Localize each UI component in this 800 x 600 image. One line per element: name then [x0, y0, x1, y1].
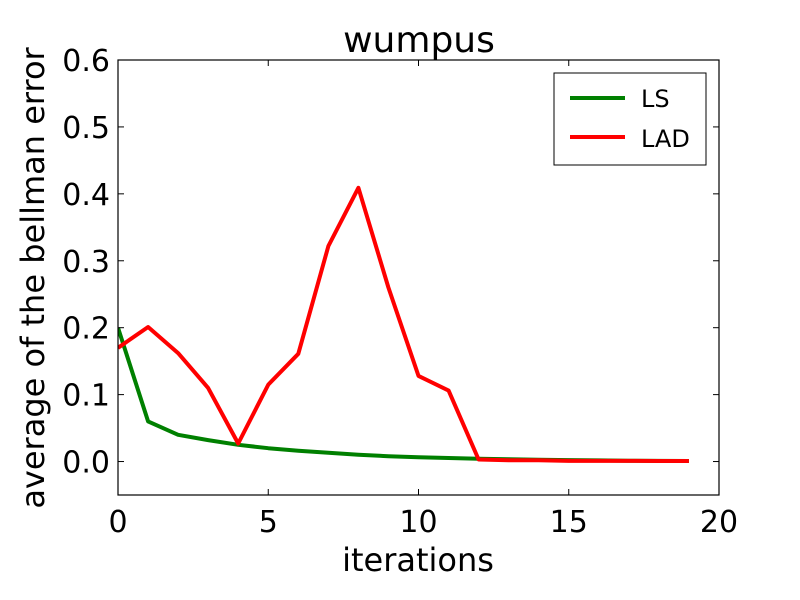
- y-tick-label: 0.1: [62, 379, 110, 414]
- y-tick-label: 0.0: [62, 446, 110, 481]
- series-line-ls: [118, 327, 689, 463]
- chart-title: wumpus: [343, 20, 495, 61]
- x-tick-label: 5: [259, 505, 278, 540]
- y-tick-label: 0.2: [62, 312, 110, 347]
- x-tick-label: 15: [550, 505, 588, 540]
- legend-box: [553, 72, 707, 166]
- legend: LS LAD: [553, 72, 707, 166]
- y-tick-label: 0.6: [62, 44, 110, 79]
- y-axis-label: average of the bellman error: [14, 46, 52, 508]
- legend-label-lad: LAD: [641, 125, 690, 153]
- y-tick-label: 0.3: [62, 245, 110, 280]
- series-line-lad: [118, 185, 689, 463]
- y-tick-label: 0.5: [62, 111, 110, 146]
- x-tick-label: 10: [399, 505, 437, 540]
- x-tick-label: 20: [700, 505, 738, 540]
- x-tick-label: 0: [108, 505, 127, 540]
- y-tick-label: 0.4: [62, 178, 110, 213]
- x-axis-label: iterations: [342, 541, 494, 579]
- legend-label-ls: LS: [641, 85, 670, 113]
